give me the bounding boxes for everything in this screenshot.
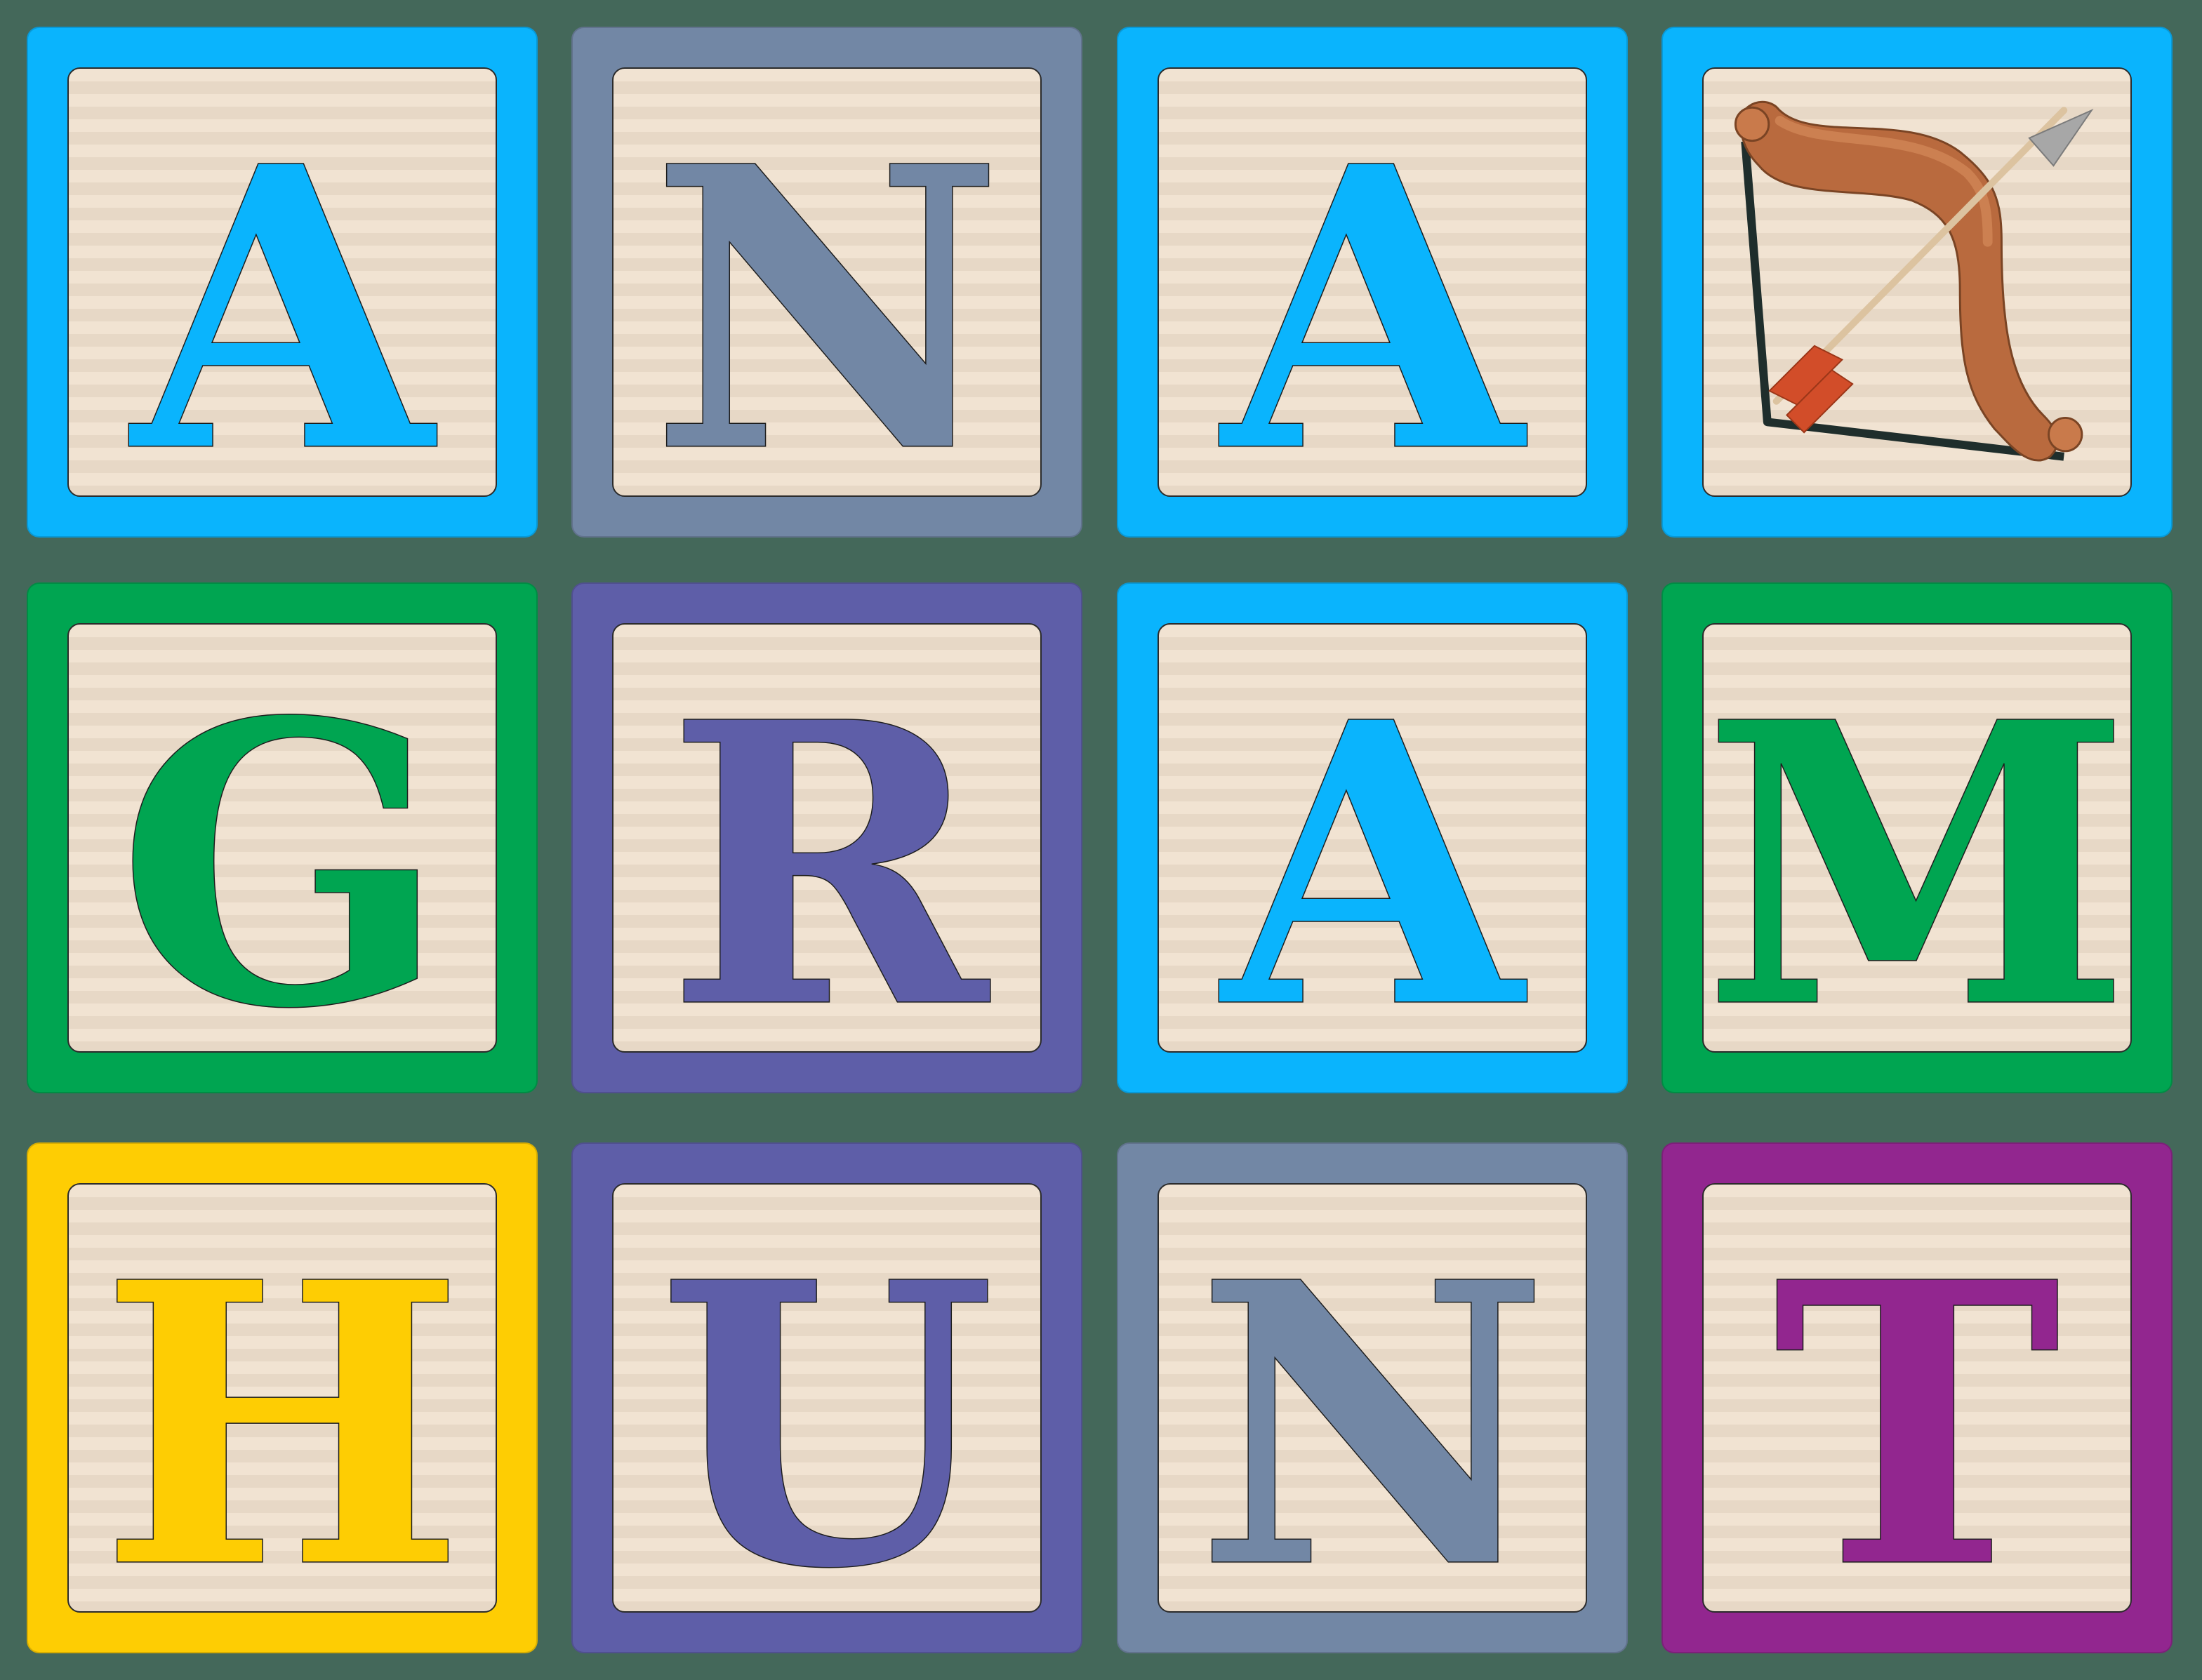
block-letter: A	[1215, 82, 1532, 495]
block-face: N	[612, 67, 1042, 497]
bow-and-arrow-icon	[1734, 100, 2094, 462]
letter-glyph: A	[126, 83, 441, 495]
block-letter: N	[1195, 1198, 1551, 1611]
letter-block-a: A	[1117, 582, 1628, 1093]
block-face: H	[67, 1183, 497, 1613]
block-face: N	[1158, 1183, 1587, 1613]
letter-block-a: A	[27, 27, 538, 538]
letter-block-n: N	[571, 27, 1082, 538]
letter-block-r: R	[571, 582, 1082, 1093]
letter-block-u: U	[571, 1142, 1082, 1653]
block-letter: H	[98, 1198, 466, 1611]
block-face	[1702, 67, 2132, 497]
block-face: U	[612, 1183, 1042, 1613]
letter-glyph: T	[1772, 1199, 2061, 1611]
letter-glyph: A	[1216, 639, 1531, 1051]
block-face: A	[1158, 67, 1587, 497]
letter-block-n: N	[1117, 1142, 1628, 1653]
block-letter: A	[125, 82, 442, 495]
letter-glyph: G	[117, 639, 448, 1051]
letter-block-t: T	[1662, 1142, 2173, 1653]
block-letter: G	[116, 638, 449, 1051]
letter-glyph: M	[1704, 639, 2130, 1051]
letter-block-a: A	[1117, 27, 1628, 538]
block-letter: N	[649, 82, 1005, 495]
block-letter: M	[1704, 638, 2130, 1051]
letter-glyph: R	[665, 639, 993, 1051]
letter-glyph: N	[649, 83, 1004, 495]
block-letter: U	[657, 1198, 996, 1611]
block-face: A	[1158, 623, 1587, 1053]
letter-glyph: U	[658, 1199, 996, 1611]
letter-block-m: M	[1662, 582, 2173, 1093]
letter-glyph: H	[99, 1199, 465, 1611]
block-face: T	[1702, 1183, 2132, 1613]
block-letter: R	[665, 638, 994, 1051]
letter-block-g: G	[27, 582, 538, 1093]
block-letter: T	[1772, 1198, 2062, 1611]
letter-glyph: A	[1216, 83, 1531, 495]
block-face: M	[1702, 623, 2132, 1053]
letter-block-h: H	[27, 1142, 538, 1653]
block-face: G	[67, 623, 497, 1053]
letter-glyph: N	[1195, 1199, 1549, 1611]
block-face: A	[67, 67, 497, 497]
icon-block-bow	[1662, 27, 2173, 538]
block-face: R	[612, 623, 1042, 1053]
block-letter: A	[1215, 638, 1532, 1051]
